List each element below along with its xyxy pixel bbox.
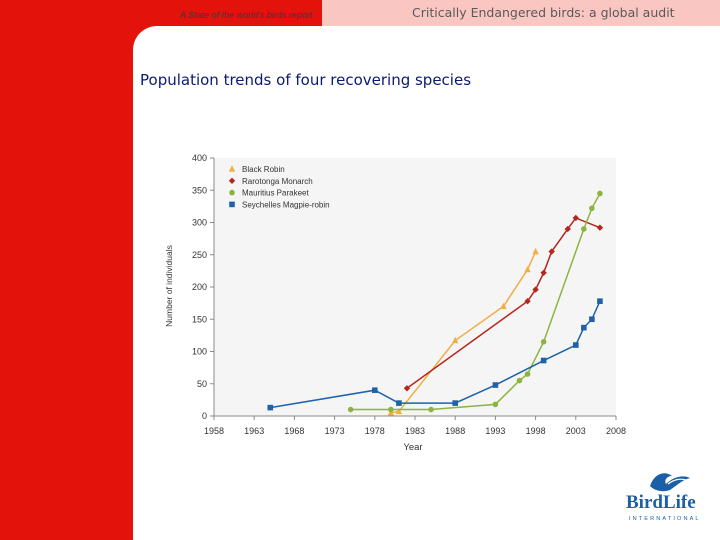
data-point — [573, 342, 579, 348]
legend-label: Black Robin — [242, 165, 285, 174]
data-point — [581, 324, 587, 331]
data-point — [452, 400, 458, 406]
y-axis-label: Number of individuals — [164, 245, 174, 327]
data-point — [540, 339, 547, 345]
y-tick-label: 50 — [197, 379, 207, 389]
data-point — [532, 286, 539, 293]
y-tick-label: 150 — [192, 314, 207, 324]
title-tab — [322, 0, 720, 26]
data-point — [396, 400, 402, 406]
report-label: A State of the world's birds report — [180, 10, 313, 20]
data-point — [524, 265, 531, 273]
data-point — [229, 189, 235, 196]
data-point — [372, 387, 378, 393]
x-tick-label: 1993 — [485, 426, 505, 436]
series-seychelles-magpie-robin — [267, 298, 603, 411]
legend-label: Rarotonga Monarch — [242, 177, 313, 186]
data-point — [347, 406, 354, 413]
birdlife-logo: BirdLife INTERNATIONAL — [620, 466, 710, 526]
data-point — [572, 214, 579, 222]
data-point — [548, 248, 555, 255]
y-tick-label: 400 — [192, 153, 207, 163]
logo-subtitle: INTERNATIONAL — [629, 516, 701, 522]
x-tick-label: 1963 — [244, 426, 264, 436]
data-point — [524, 297, 531, 305]
data-point — [403, 385, 411, 392]
data-point — [395, 407, 403, 415]
x-tick-label: 2008 — [606, 426, 626, 436]
document-title: Critically Endangered birds: a global au… — [412, 5, 675, 20]
x-tick-label: 1998 — [526, 426, 546, 436]
data-point — [452, 336, 459, 344]
y-tick-label: 300 — [192, 218, 207, 228]
x-tick-label: 1983 — [405, 426, 425, 436]
data-point — [564, 225, 571, 233]
x-tick-label: 1958 — [204, 426, 224, 436]
data-point — [524, 371, 531, 377]
series-mauritius-parakeet — [347, 190, 603, 413]
x-tick-label: 1988 — [445, 426, 465, 436]
y-tick-label: 250 — [192, 250, 207, 260]
x-axis-label: Year — [403, 442, 422, 453]
data-point — [428, 406, 434, 413]
data-point — [228, 165, 236, 172]
bird-icon: BirdLife INTERNATIONAL — [626, 473, 701, 522]
data-point — [581, 226, 587, 232]
data-point — [516, 377, 523, 384]
data-point — [597, 298, 603, 304]
data-point — [492, 401, 499, 408]
legend-label: Mauritius Parakeet — [242, 189, 309, 198]
data-point — [500, 302, 507, 310]
data-point — [388, 406, 394, 413]
legend-label: Seychelles Magpie-robin — [242, 200, 330, 209]
series-line — [350, 193, 601, 411]
data-point — [540, 357, 547, 364]
logo-name: BirdLife — [626, 492, 696, 513]
x-tick-label: 1978 — [365, 426, 385, 436]
data-point — [229, 201, 235, 208]
data-point — [492, 382, 499, 388]
data-point — [596, 224, 604, 231]
y-tick-label: 0 — [202, 411, 207, 421]
corner-curve — [133, 26, 181, 74]
plot-area — [214, 158, 616, 416]
data-point — [540, 269, 547, 277]
x-tick-label: 2003 — [566, 426, 586, 436]
chart-title: Population trends of four recovering spe… — [140, 71, 472, 89]
data-point — [589, 316, 595, 323]
y-tick-label: 100 — [192, 347, 207, 357]
x-tick-label: 1973 — [325, 426, 345, 436]
data-point — [589, 205, 595, 212]
left-red-bar — [0, 0, 133, 540]
data-point — [267, 404, 274, 411]
y-tick-label: 350 — [192, 185, 207, 195]
y-tick-label: 200 — [192, 282, 207, 292]
data-point — [228, 177, 236, 184]
data-point — [532, 247, 539, 255]
data-point — [597, 190, 603, 197]
series-rarotonga-monarch — [403, 214, 604, 392]
series-line — [270, 300, 601, 409]
x-tick-label: 1968 — [284, 426, 304, 436]
